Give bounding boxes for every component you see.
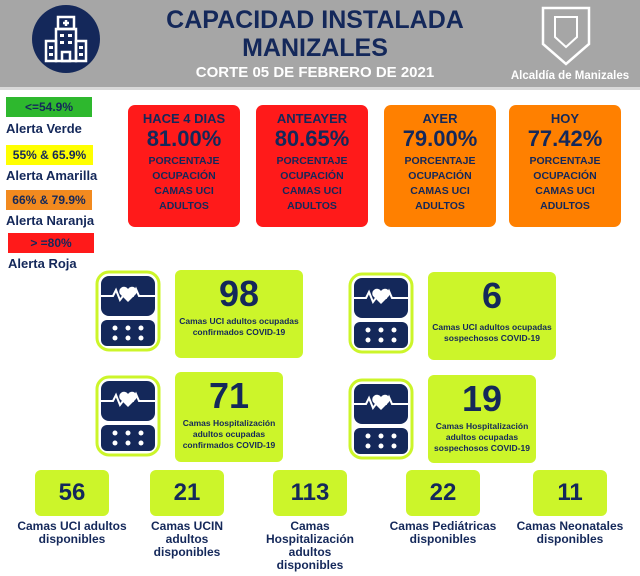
header — [0, 0, 640, 90]
coat-of-arms-icon — [540, 5, 592, 67]
stat-value: 71 — [208, 375, 250, 416]
available-neonatal-value: 11 — [533, 470, 607, 516]
legend-orange-range: 66% & 79.9% — [6, 190, 92, 210]
org-name: Alcaldía de Manizales — [510, 70, 630, 82]
occupancy-card-4-days-ago: HACE 4 DIAS 81.00% PORCENTAJE OCUPACIÓN CA… — [128, 105, 240, 227]
card-day: AYER — [422, 111, 458, 126]
heart-monitor-icon — [348, 378, 414, 460]
occupancy-card-today: HOY 77.42% PORCENTAJE OCUPACIÓN CAMAS UCI … — [509, 105, 621, 227]
available-ucin-label: Camas UCIN adultos disponibles — [150, 519, 224, 559]
card-value: 79.00% — [402, 126, 478, 151]
page-title-line1: CAPACIDAD INSTALADA — [166, 6, 464, 34]
heart-monitor-icon — [95, 270, 161, 352]
card-day: ANTEAYER — [276, 111, 348, 126]
stat-label: Camas Hospitalización adultos ocupadas s… — [434, 421, 530, 453]
card-desc: PORCENTAJE OCUPACIÓN CAMAS UCI ADULTOS — [148, 155, 220, 212]
legend-yellow-label: Alerta Amarilla — [6, 168, 98, 183]
legend-green-label: Alerta Verde — [6, 121, 82, 136]
stat-value: 19 — [461, 378, 503, 419]
card-value: 81.00% — [146, 126, 222, 151]
card-value: 80.65% — [274, 126, 350, 151]
legend-red-label: Alerta Roja — [8, 256, 77, 271]
available-pediatric-value: 22 — [406, 470, 480, 516]
available-neonatal-label: Camas Neonatales disponibles — [516, 519, 624, 546]
hospital-icon — [32, 5, 100, 73]
card-desc: PORCENTAJE OCUPACIÓN CAMAS UCI ADULTOS — [529, 155, 601, 212]
card-day: HOY — [550, 111, 580, 126]
card-desc: PORCENTAJE OCUPACIÓN CAMAS UCI ADULTOS — [276, 155, 348, 212]
card-desc: PORCENTAJE OCUPACIÓN CAMAS UCI ADULTOS — [404, 155, 476, 212]
available-hosp-label: Camas Hospitalización adultos disponible… — [265, 519, 354, 572]
hosp-suspected-box: 19 Camas Hospitalización adultos ocupadas… — [428, 375, 536, 463]
stat-label: Camas UCI adultos ocupadas sospechosos C… — [432, 322, 552, 343]
occupancy-card-yesterday: AYER 79.00% PORCENTAJE OCUPACIÓN CAMAS UCI… — [384, 105, 496, 227]
legend-orange-label: Alerta Naranja — [6, 213, 95, 228]
available-uci-value: 56 — [35, 470, 109, 516]
legend-yellow-range: 55% & 65.9% — [6, 145, 93, 165]
occupancy-card-day-before-yesterday: ANTEAYER 80.65% PORCENTAJE OCUPACIÓN CAMAS… — [256, 105, 368, 227]
hosp-confirmed-box: 71 Camas Hospitalización adultos ocupadas… — [175, 372, 283, 462]
stat-label: Camas Hospitalización adultos ocupadas c… — [182, 418, 276, 450]
stat-label: Camas UCI adultos ocupadas confirmados C… — [179, 316, 299, 337]
uci-suspected-box: 6 Camas UCI adultos ocupadas sospechosos … — [428, 272, 556, 360]
available-uci-label: Camas UCI adultos disponibles — [17, 519, 127, 546]
available-pediatric-label: Camas Pediátricas disponibles — [389, 519, 497, 546]
page-subtitle: CORTE 05 DE FEBRERO DE 2021 — [195, 64, 435, 81]
available-ucin-value: 21 — [150, 470, 224, 516]
stat-value: 98 — [218, 273, 260, 314]
card-value: 77.42% — [527, 126, 603, 151]
legend-red-range: > =80% — [8, 233, 94, 253]
uci-confirmed-box: 98 Camas UCI adultos ocupadas confirmados… — [175, 270, 303, 358]
page-title-line2: MANIZALES — [242, 34, 388, 62]
stat-value: 6 — [481, 275, 503, 316]
heart-monitor-icon — [348, 272, 414, 354]
available-hosp-value: 113 — [273, 470, 347, 516]
legend-green-range: <=54.9% — [6, 97, 92, 117]
card-day: HACE 4 DIAS — [142, 111, 226, 126]
heart-monitor-icon — [95, 375, 161, 457]
